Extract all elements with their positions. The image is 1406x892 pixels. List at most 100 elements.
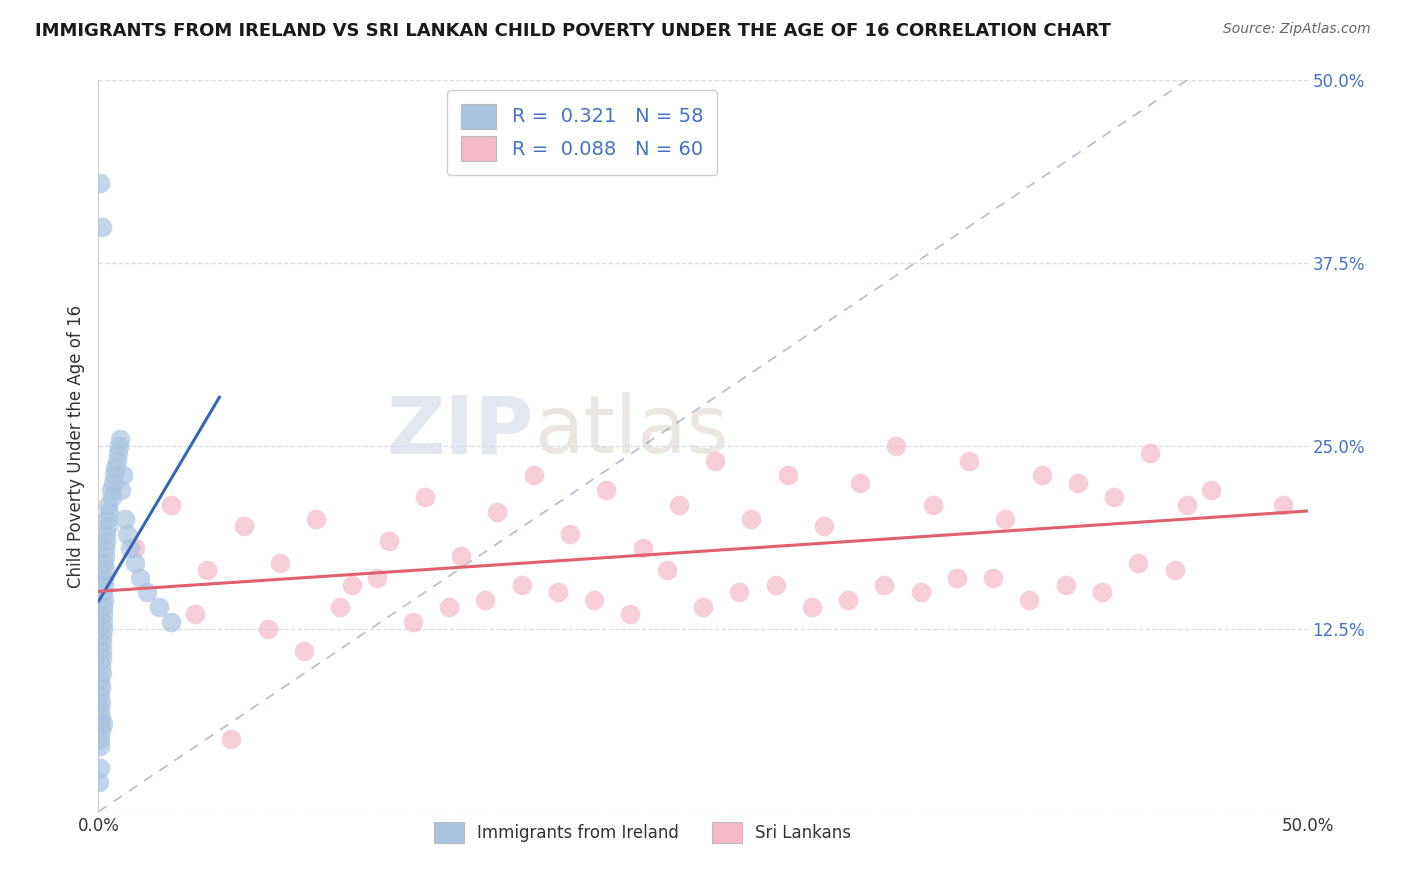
- Point: [91, 615, 114, 629]
- Point: [910, 585, 932, 599]
- Point: [269, 556, 291, 570]
- Point: [668, 498, 690, 512]
- Point: [89, 775, 111, 789]
- Point: [91, 607, 114, 622]
- Point: [547, 585, 569, 599]
- Point: [704, 453, 727, 467]
- Point: [100, 490, 122, 504]
- Point: [1067, 475, 1090, 490]
- Point: [90, 724, 112, 739]
- Point: [91, 599, 114, 614]
- Point: [96, 512, 118, 526]
- Point: [107, 446, 129, 460]
- Text: Source: ZipAtlas.com: Source: ZipAtlas.com: [1223, 22, 1371, 37]
- Point: [1031, 468, 1053, 483]
- Point: [1175, 498, 1198, 512]
- Point: [631, 541, 654, 556]
- Point: [104, 461, 127, 475]
- Point: [96, 534, 118, 549]
- Point: [117, 526, 139, 541]
- Point: [1018, 592, 1040, 607]
- Legend: Immigrants from Ireland, Sri Lankans: Immigrants from Ireland, Sri Lankans: [422, 810, 863, 855]
- Point: [97, 519, 120, 533]
- Point: [366, 571, 388, 585]
- Point: [256, 622, 278, 636]
- Point: [89, 176, 111, 190]
- Point: [994, 512, 1017, 526]
- Point: [1054, 578, 1077, 592]
- Point: [221, 731, 243, 746]
- Point: [1102, 490, 1125, 504]
- Point: [728, 585, 751, 599]
- Point: [160, 498, 183, 512]
- Point: [800, 599, 823, 614]
- Point: [486, 505, 509, 519]
- Point: [619, 607, 641, 622]
- Point: [437, 599, 460, 614]
- Point: [837, 592, 859, 607]
- Point: [655, 563, 678, 577]
- Y-axis label: Child Poverty Under the Age of 16: Child Poverty Under the Age of 16: [66, 304, 84, 588]
- Point: [413, 490, 436, 504]
- Point: [765, 578, 787, 592]
- Point: [510, 578, 533, 592]
- Point: [108, 432, 131, 446]
- Point: [342, 578, 364, 592]
- Point: [305, 512, 328, 526]
- Point: [114, 512, 136, 526]
- Point: [292, 644, 315, 658]
- Point: [813, 519, 835, 533]
- Point: [184, 607, 207, 622]
- Text: atlas: atlas: [534, 392, 728, 470]
- Point: [148, 599, 170, 614]
- Point: [89, 673, 111, 687]
- Point: [89, 761, 111, 775]
- Point: [595, 483, 617, 497]
- Point: [90, 695, 112, 709]
- Point: [740, 512, 762, 526]
- Point: [90, 219, 112, 234]
- Point: [108, 439, 131, 453]
- Point: [93, 571, 115, 585]
- Point: [692, 599, 714, 614]
- Point: [474, 592, 496, 607]
- Point: [160, 615, 183, 629]
- Point: [921, 498, 943, 512]
- Point: [1128, 556, 1150, 570]
- Point: [91, 636, 114, 650]
- Point: [89, 688, 111, 702]
- Point: [1199, 483, 1222, 497]
- Point: [93, 578, 115, 592]
- Point: [90, 665, 112, 680]
- Point: [94, 549, 117, 563]
- Point: [111, 468, 134, 483]
- Point: [377, 534, 399, 549]
- Point: [1139, 446, 1161, 460]
- Point: [118, 541, 141, 556]
- Point: [1091, 585, 1114, 599]
- Point: [90, 681, 112, 695]
- Point: [1272, 498, 1295, 512]
- Text: ZIP: ZIP: [387, 392, 534, 470]
- Point: [232, 519, 254, 533]
- Point: [946, 571, 969, 585]
- Point: [91, 629, 114, 643]
- Point: [90, 644, 112, 658]
- Point: [1163, 563, 1185, 577]
- Point: [98, 505, 121, 519]
- Point: [873, 578, 896, 592]
- Point: [450, 549, 472, 563]
- Point: [329, 599, 352, 614]
- Point: [93, 556, 115, 570]
- Point: [89, 731, 111, 746]
- Point: [583, 592, 606, 607]
- Point: [91, 651, 114, 665]
- Point: [558, 526, 581, 541]
- Point: [103, 468, 125, 483]
- Text: IMMIGRANTS FROM IRELAND VS SRI LANKAN CHILD POVERTY UNDER THE AGE OF 16 CORRELAT: IMMIGRANTS FROM IRELAND VS SRI LANKAN CH…: [35, 22, 1111, 40]
- Point: [90, 709, 112, 723]
- Point: [97, 498, 120, 512]
- Point: [89, 739, 111, 753]
- Point: [776, 468, 799, 483]
- Point: [135, 585, 157, 599]
